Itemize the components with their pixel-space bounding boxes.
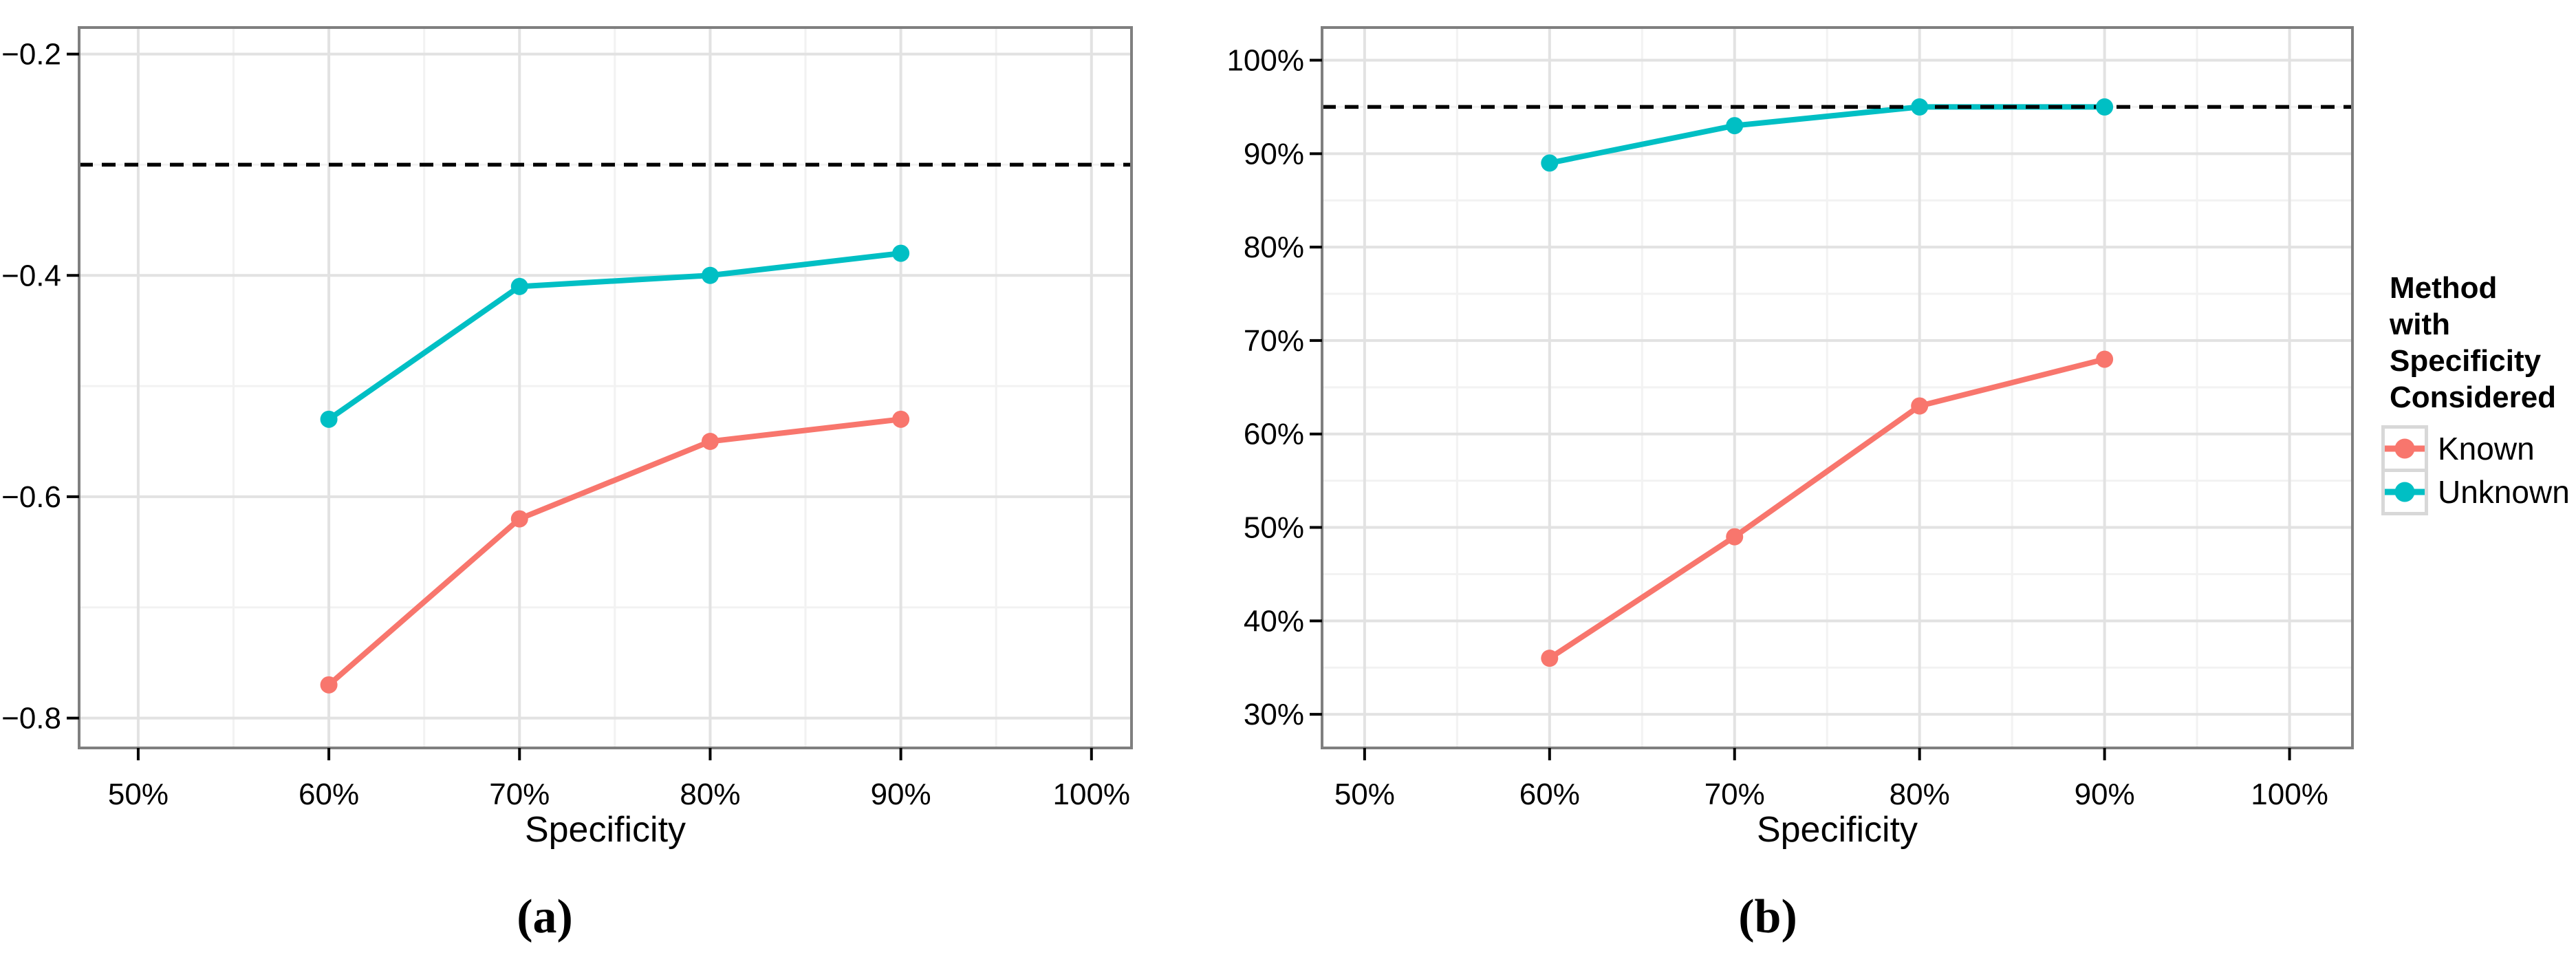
series-line-unknown <box>327 250 902 422</box>
legend-entry-unknown: Unknown <box>2381 469 2576 515</box>
y-tick-label: 30% <box>1244 698 1304 731</box>
data-point-known <box>320 676 338 694</box>
data-point-known <box>510 510 528 528</box>
x-tick-label: 100% <box>2251 778 2328 811</box>
data-point-known <box>1911 397 1929 415</box>
y-tick-label: 60% <box>1244 418 1304 451</box>
data-point-known <box>1541 650 1559 667</box>
x-axis-title: Specificity <box>1757 810 1918 850</box>
y-tick-label: −0.6 <box>1 480 61 514</box>
x-tick-label: 50% <box>1334 778 1395 811</box>
data-point-unknown <box>1541 154 1559 172</box>
x-tick-label: 100% <box>1053 778 1131 811</box>
panel-b-caption: (b) <box>1738 890 1797 943</box>
series-line-known <box>327 416 902 687</box>
panel-b: 50% 60% 70% 80% 90% 100% 100% 90% 80% 70% 60% 50% 40… <box>1226 26 2354 850</box>
data-point-known <box>701 433 719 451</box>
legend-title-line: with <box>2390 308 2450 341</box>
y-tick-label: 40% <box>1244 604 1304 638</box>
unknown-series-symbol-icon <box>2385 482 2425 502</box>
legend-entry-known: Known <box>2381 425 2576 472</box>
x-axis-title: Specificity <box>525 810 686 850</box>
x-tick-label: 80% <box>1890 778 1950 811</box>
y-tick-label: −0.4 <box>1 259 61 292</box>
panel-a: 50% 60% 70% 80% 90% 100% −0.2 −0.4 −0.6 −0.8 Speci… <box>1 26 1133 850</box>
x-tick-label: 60% <box>1519 778 1580 811</box>
y-tick-label: −0.8 <box>1 702 61 736</box>
axes: 50% 60% 70% 80% 90% 100% −0.2 −0.4 −0.6 −0.8 Speci… <box>1 38 1130 850</box>
legend-entries: Known Unknown <box>2381 425 2576 515</box>
data-point-unknown <box>510 277 528 295</box>
legend-label-known: Known <box>2438 431 2535 467</box>
x-tick-label: 90% <box>871 778 931 811</box>
x-tick-label: 70% <box>1704 778 1765 811</box>
axes: 50% 60% 70% 80% 90% 100% 100% 90% 80% 70% 60% 50% 40… <box>1226 44 2328 850</box>
x-tick-label: 80% <box>680 778 740 811</box>
data-points <box>320 244 910 694</box>
y-tick-label: 50% <box>1244 511 1304 545</box>
y-tick-label: 100% <box>1226 44 1304 78</box>
panel-a-caption: (a) <box>517 890 573 943</box>
legend-title: Method with Specificity Considered <box>2390 270 2576 416</box>
legend-label-unknown: Unknown <box>2438 474 2570 510</box>
legend-key-unknown <box>2381 469 2428 515</box>
x-tick-label: 50% <box>108 778 169 811</box>
data-point-known <box>892 410 910 428</box>
x-tick-label: 70% <box>489 778 550 811</box>
series-lines <box>327 250 902 687</box>
legend-title-line: Considered <box>2390 381 2557 414</box>
legend-title-line: Method <box>2390 271 2498 305</box>
data-point-unknown <box>320 410 338 428</box>
data-point-unknown <box>701 266 719 284</box>
x-tick-label: 60% <box>299 778 359 811</box>
panel-background <box>79 28 1132 748</box>
major-gridlines <box>1322 28 2352 748</box>
y-tick-label: 70% <box>1244 324 1304 358</box>
data-point-unknown <box>1726 117 1744 135</box>
x-tick-label: 90% <box>2075 778 2135 811</box>
legend-key-known <box>2381 425 2428 472</box>
y-tick-label: 80% <box>1244 231 1304 264</box>
data-point-known <box>1726 528 1744 546</box>
data-point-unknown <box>1911 98 1929 116</box>
minor-gridlines <box>1322 28 2352 748</box>
legend-title-line: Specificity <box>2390 344 2542 378</box>
y-tick-label: −0.2 <box>1 38 61 72</box>
data-point-unknown <box>2096 98 2114 116</box>
major-gridlines <box>79 28 1132 748</box>
panel-border <box>78 26 1133 749</box>
data-point-known <box>2096 350 2114 368</box>
known-series-symbol-icon <box>2385 438 2425 459</box>
series-line-known <box>1548 356 2106 661</box>
y-tick-label: 90% <box>1244 137 1304 171</box>
panel-border <box>1321 26 2354 749</box>
data-point-unknown <box>892 244 910 262</box>
data-points <box>1541 98 2114 667</box>
legend: Method with Specificity Considered Known <box>2381 270 2576 515</box>
